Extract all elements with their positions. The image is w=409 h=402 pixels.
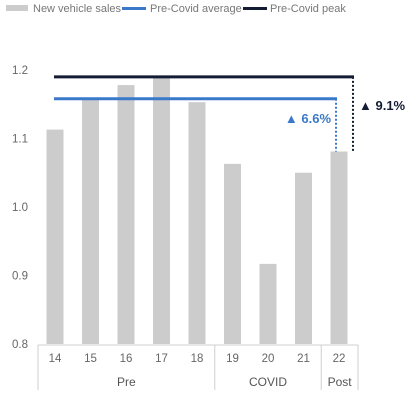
x-axis: 14 15 16 17 18 19 20 21 22 Pre COVID Pos… — [37, 344, 359, 390]
x-tick-label: 14 — [49, 353, 62, 365]
x-tick-label: 19 — [226, 353, 239, 365]
x-tick-label: 17 — [155, 353, 168, 365]
group-label-pre: Pre — [117, 375, 136, 389]
bar-16 — [117, 85, 135, 344]
y-axis: 0.8 0.9 1.0 1.1 1.2 — [12, 65, 28, 351]
legend: New vehicle sales Pre-Covid average Pre-… — [6, 3, 346, 15]
bar-22 — [330, 151, 348, 344]
x-tick-label: 16 — [120, 353, 133, 365]
y-tick-label: 1.2 — [12, 65, 28, 77]
y-tick-label: 0.9 — [12, 271, 28, 283]
bar-21 — [295, 172, 312, 344]
group-label-post: Post — [328, 375, 353, 389]
legend-swatch-new-vehicle-sales — [6, 5, 28, 11]
y-tick-label: 0.8 — [12, 339, 28, 351]
x-tick-label: 18 — [191, 353, 204, 365]
legend-label-new-vehicle-sales: New vehicle sales — [33, 3, 122, 15]
group-label-covid: COVID — [249, 375, 287, 389]
average-gap-annotation: ▲ 6.6% — [285, 111, 332, 126]
x-tick-label: 20 — [262, 353, 275, 365]
y-tick-label: 1.0 — [12, 202, 28, 214]
x-tick-label: 22 — [333, 353, 346, 365]
bar-18 — [188, 102, 206, 344]
x-tick-label: 15 — [84, 353, 97, 365]
peak-gap-annotation: ▲ 9.1% — [359, 98, 406, 113]
bar-17 — [153, 76, 170, 344]
bar-19 — [224, 163, 241, 344]
legend-swatch-pre-covid-peak — [243, 7, 267, 10]
legend-label-pre-covid-peak: Pre-Covid peak — [270, 3, 346, 15]
y-tick-label: 1.1 — [12, 134, 28, 146]
bar-14 — [46, 129, 64, 344]
bars — [46, 76, 348, 345]
legend-label-pre-covid-average: Pre-Covid average — [150, 3, 242, 15]
legend-swatch-pre-covid-average — [122, 7, 146, 10]
bar-20 — [259, 263, 277, 344]
bar-15 — [82, 98, 99, 345]
x-tick-label: 21 — [297, 353, 310, 365]
